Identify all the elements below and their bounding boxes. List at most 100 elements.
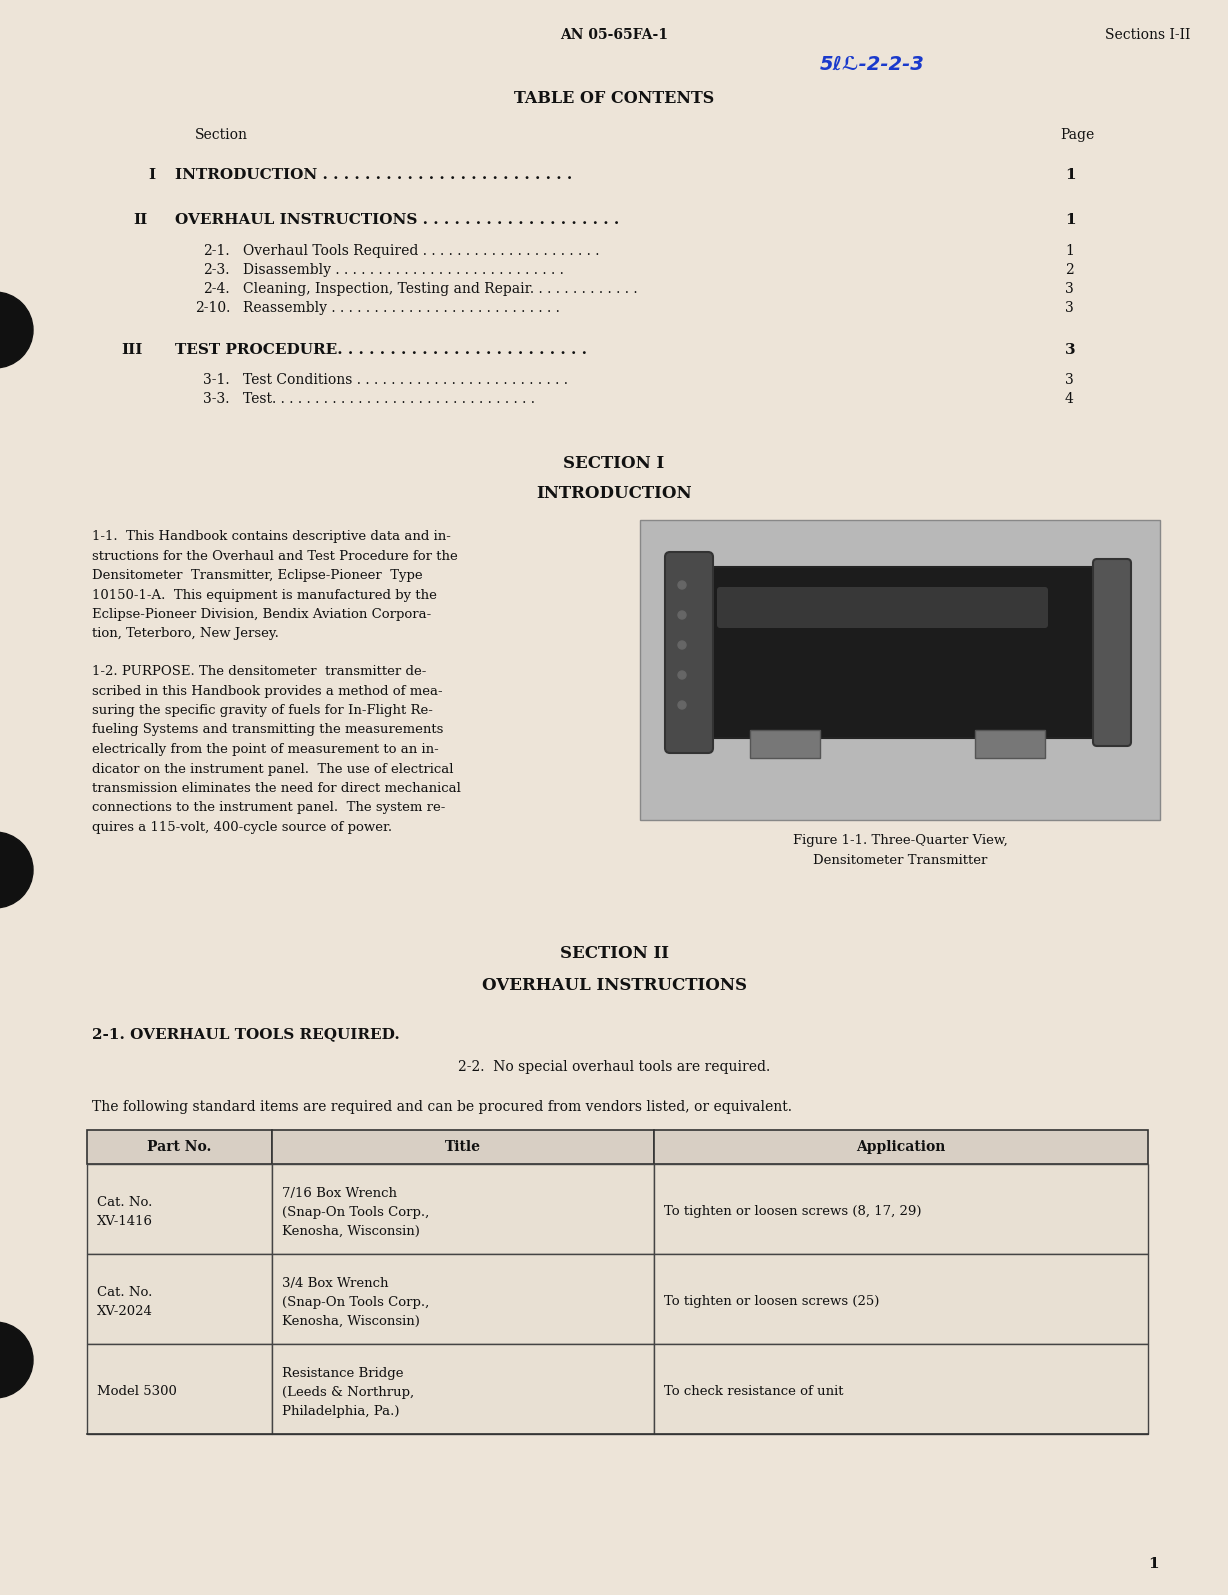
Text: 3-1.: 3-1. <box>204 373 230 388</box>
Text: Cat. No.: Cat. No. <box>97 1196 152 1209</box>
Text: scribed in this Handbook provides a method of mea-: scribed in this Handbook provides a meth… <box>92 684 442 697</box>
Text: 3: 3 <box>1065 301 1073 314</box>
Text: Test. . . . . . . . . . . . . . . . . . . . . . . . . . . . . . .: Test. . . . . . . . . . . . . . . . . . … <box>243 392 535 407</box>
Text: SECTION I: SECTION I <box>564 455 664 472</box>
Text: Eclipse-Pioneer Division, Bendix Aviation Corpora-: Eclipse-Pioneer Division, Bendix Aviatio… <box>92 608 431 620</box>
Bar <box>87 1129 271 1164</box>
Text: 1: 1 <box>1065 167 1076 182</box>
Text: 1-2. PURPOSE. The densitometer  transmitter de-: 1-2. PURPOSE. The densitometer transmitt… <box>92 665 426 678</box>
Text: XV-1416: XV-1416 <box>97 1215 154 1228</box>
Text: fueling Systems and transmitting the measurements: fueling Systems and transmitting the mea… <box>92 724 443 737</box>
Text: Figure 1-1. Three-Quarter View,: Figure 1-1. Three-Quarter View, <box>792 834 1007 847</box>
Bar <box>750 731 820 758</box>
Text: Sections I-II: Sections I-II <box>1105 29 1190 41</box>
FancyBboxPatch shape <box>717 587 1047 628</box>
Text: 7/16 Box Wrench: 7/16 Box Wrench <box>282 1187 397 1199</box>
Bar <box>640 520 1160 820</box>
Text: (Leeds & Northrup,: (Leeds & Northrup, <box>282 1386 414 1399</box>
Text: Densitometer  Transmitter, Eclipse-Pioneer  Type: Densitometer Transmitter, Eclipse-Pionee… <box>92 569 422 582</box>
Text: 2-2.  No special overhaul tools are required.: 2-2. No special overhaul tools are requi… <box>458 1061 770 1073</box>
Bar <box>271 1129 655 1164</box>
Text: (Snap-On Tools Corp.,: (Snap-On Tools Corp., <box>282 1206 430 1219</box>
Text: TEST PROCEDURE. . . . . . . . . . . . . . . . . . . . . . . .: TEST PROCEDURE. . . . . . . . . . . . . … <box>176 343 587 357</box>
Text: 2-10.: 2-10. <box>194 301 230 314</box>
Text: structions for the Overhaul and Test Procedure for the: structions for the Overhaul and Test Pro… <box>92 550 458 563</box>
Text: transmission eliminates the need for direct mechanical: transmission eliminates the need for dir… <box>92 782 460 794</box>
Text: Philadelphia, Pa.): Philadelphia, Pa.) <box>282 1405 399 1418</box>
Bar <box>87 1164 271 1254</box>
Text: 3/4 Box Wrench: 3/4 Box Wrench <box>282 1278 388 1290</box>
Text: Page: Page <box>1060 128 1094 142</box>
Text: XV-2024: XV-2024 <box>97 1305 152 1317</box>
FancyBboxPatch shape <box>1093 558 1131 746</box>
Text: 1: 1 <box>1065 214 1076 226</box>
Text: II: II <box>134 214 149 226</box>
Bar <box>975 731 1045 758</box>
Text: 1-1.  This Handbook contains descriptive data and in-: 1-1. This Handbook contains descriptive … <box>92 530 451 542</box>
Text: Test Conditions . . . . . . . . . . . . . . . . . . . . . . . . .: Test Conditions . . . . . . . . . . . . … <box>243 373 569 388</box>
Bar <box>271 1254 655 1345</box>
Text: 2-3.: 2-3. <box>204 263 230 278</box>
Text: (Snap-On Tools Corp.,: (Snap-On Tools Corp., <box>282 1297 430 1309</box>
Circle shape <box>678 700 686 710</box>
Text: Model 5300: Model 5300 <box>97 1384 177 1397</box>
Text: I: I <box>147 167 155 182</box>
Text: quires a 115-volt, 400-cycle source of power.: quires a 115-volt, 400-cycle source of p… <box>92 821 392 834</box>
Text: Section: Section <box>195 128 248 142</box>
Circle shape <box>678 581 686 589</box>
FancyBboxPatch shape <box>666 552 713 753</box>
FancyBboxPatch shape <box>693 566 1113 738</box>
Circle shape <box>0 833 33 908</box>
Text: 1: 1 <box>1065 244 1073 258</box>
Text: INTRODUCTION: INTRODUCTION <box>537 485 691 502</box>
Text: INTRODUCTION . . . . . . . . . . . . . . . . . . . . . . . .: INTRODUCTION . . . . . . . . . . . . . .… <box>176 167 572 182</box>
Text: Kenosha, Wisconsin): Kenosha, Wisconsin) <box>282 1314 420 1329</box>
Text: 2-4.: 2-4. <box>204 282 230 297</box>
Text: OVERHAUL INSTRUCTIONS: OVERHAUL INSTRUCTIONS <box>481 978 747 994</box>
Text: 3: 3 <box>1065 343 1076 357</box>
Text: 3-3.: 3-3. <box>204 392 230 407</box>
Text: Reassembly . . . . . . . . . . . . . . . . . . . . . . . . . . .: Reassembly . . . . . . . . . . . . . . .… <box>243 301 560 314</box>
Text: 5ℓℒ-2-2-3: 5ℓℒ-2-2-3 <box>820 54 925 73</box>
Text: 10150-1-A.  This equipment is manufactured by the: 10150-1-A. This equipment is manufacture… <box>92 589 437 601</box>
Bar <box>655 1164 1148 1254</box>
Text: The following standard items are required and can be procured from vendors liste: The following standard items are require… <box>92 1101 792 1113</box>
Bar <box>655 1345 1148 1434</box>
Text: OVERHAUL INSTRUCTIONS . . . . . . . . . . . . . . . . . . .: OVERHAUL INSTRUCTIONS . . . . . . . . . … <box>176 214 619 226</box>
Circle shape <box>678 611 686 619</box>
Bar <box>655 1129 1148 1164</box>
Text: 3: 3 <box>1065 282 1073 297</box>
Circle shape <box>678 641 686 649</box>
Text: 3: 3 <box>1065 373 1073 388</box>
Text: Densitometer Transmitter: Densitometer Transmitter <box>813 853 987 868</box>
Text: III: III <box>122 343 142 357</box>
Text: dicator on the instrument panel.  The use of electrical: dicator on the instrument panel. The use… <box>92 762 453 775</box>
Text: AN 05-65FA-1: AN 05-65FA-1 <box>560 29 668 41</box>
Text: Resistance Bridge: Resistance Bridge <box>282 1367 404 1380</box>
Text: TABLE OF CONTENTS: TABLE OF CONTENTS <box>513 89 715 107</box>
Text: tion, Teterboro, New Jersey.: tion, Teterboro, New Jersey. <box>92 627 279 641</box>
Text: To tighten or loosen screws (25): To tighten or loosen screws (25) <box>664 1295 879 1308</box>
Circle shape <box>678 671 686 679</box>
Text: suring the specific gravity of fuels for In-Flight Re-: suring the specific gravity of fuels for… <box>92 703 433 718</box>
Text: Part No.: Part No. <box>147 1140 211 1155</box>
Text: Cleaning, Inspection, Testing and Repair. . . . . . . . . . . . .: Cleaning, Inspection, Testing and Repair… <box>243 282 637 297</box>
Bar <box>271 1164 655 1254</box>
Text: SECTION II: SECTION II <box>560 944 668 962</box>
Text: Title: Title <box>445 1140 481 1155</box>
Text: Overhaul Tools Required . . . . . . . . . . . . . . . . . . . . .: Overhaul Tools Required . . . . . . . . … <box>243 244 599 258</box>
Text: Application: Application <box>856 1140 946 1155</box>
Text: Disassembly . . . . . . . . . . . . . . . . . . . . . . . . . . .: Disassembly . . . . . . . . . . . . . . … <box>243 263 564 278</box>
Text: connections to the instrument panel.  The system re-: connections to the instrument panel. The… <box>92 802 446 815</box>
Circle shape <box>0 1322 33 1397</box>
Text: Cat. No.: Cat. No. <box>97 1286 152 1298</box>
Circle shape <box>0 292 33 368</box>
Text: 2-1.: 2-1. <box>204 244 230 258</box>
Bar <box>655 1254 1148 1345</box>
Text: 4: 4 <box>1065 392 1073 407</box>
Text: To check resistance of unit: To check resistance of unit <box>664 1384 844 1397</box>
Bar <box>87 1345 271 1434</box>
Text: electrically from the point of measurement to an in-: electrically from the point of measureme… <box>92 743 438 756</box>
Text: 2-1. OVERHAUL TOOLS REQUIRED.: 2-1. OVERHAUL TOOLS REQUIRED. <box>92 1027 400 1042</box>
Bar <box>87 1254 271 1345</box>
